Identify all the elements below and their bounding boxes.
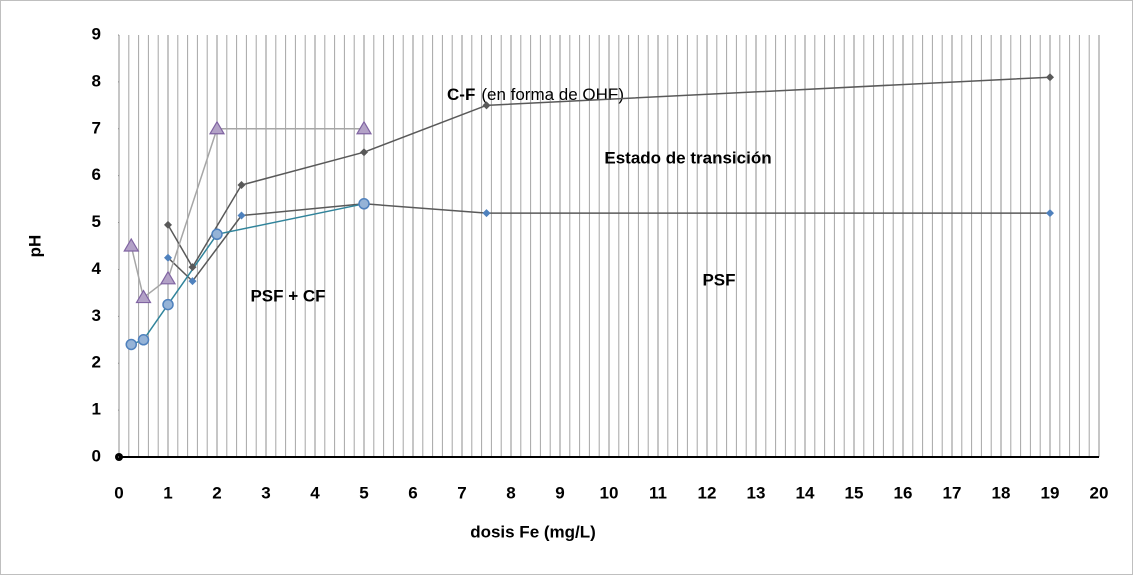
y-tick-label: 8 bbox=[92, 71, 101, 90]
x-tick-label: 17 bbox=[943, 483, 962, 502]
x-tick-label: 20 bbox=[1090, 483, 1109, 502]
marker bbox=[159, 270, 177, 285]
x-tick-label: 13 bbox=[747, 483, 766, 502]
x-tick-label: 15 bbox=[845, 483, 864, 502]
x-tick-label: 11 bbox=[649, 483, 667, 502]
y-tick-label: 1 bbox=[92, 400, 101, 419]
x-tick-label: 7 bbox=[457, 483, 466, 502]
marker bbox=[123, 237, 140, 252]
x-tick-label: 8 bbox=[506, 483, 515, 502]
marker bbox=[360, 148, 368, 157]
grid bbox=[118, 35, 1100, 457]
marker bbox=[135, 289, 152, 304]
y-tick-label: 0 bbox=[92, 446, 101, 465]
x-tick-label: 10 bbox=[600, 483, 619, 502]
x-tick-label: 5 bbox=[359, 483, 368, 502]
x-tick-label: 9 bbox=[555, 483, 564, 502]
x-tick-label: 2 bbox=[212, 483, 221, 502]
x-tick-label: 19 bbox=[1041, 483, 1060, 502]
annotation: PSF bbox=[702, 270, 735, 289]
x-tick-label: 14 bbox=[796, 483, 815, 502]
x-tick-label: 0 bbox=[114, 483, 123, 502]
y-tick-label: 5 bbox=[92, 212, 101, 231]
y-axis-label: pH bbox=[25, 235, 44, 258]
marker bbox=[358, 198, 370, 210]
marker bbox=[1046, 73, 1054, 82]
x-tick-label: 18 bbox=[992, 483, 1011, 502]
y-tick-label: 9 bbox=[92, 24, 101, 43]
marker bbox=[137, 334, 150, 346]
marker bbox=[208, 120, 226, 135]
marker bbox=[164, 253, 172, 262]
y-tick-label: 2 bbox=[92, 353, 101, 372]
marker bbox=[188, 263, 197, 272]
series-line bbox=[167, 76, 1051, 269]
x-tick-label: 4 bbox=[310, 483, 320, 502]
y-tick-label: 4 bbox=[92, 259, 102, 278]
x-tick-label: 12 bbox=[698, 483, 717, 502]
annotation: PSF + CF bbox=[250, 286, 325, 305]
x-tick-label: 6 bbox=[408, 483, 417, 502]
marker bbox=[237, 181, 246, 190]
marker bbox=[188, 277, 197, 286]
marker bbox=[355, 120, 373, 135]
marker bbox=[125, 338, 137, 351]
marker bbox=[237, 211, 246, 220]
annotation: C-F (en forma de OHF) bbox=[447, 85, 624, 104]
annotation-bold: C-F bbox=[447, 85, 475, 104]
marker bbox=[482, 209, 491, 218]
marker bbox=[482, 101, 491, 110]
y-tick-label: 6 bbox=[92, 165, 101, 184]
marker bbox=[1046, 209, 1054, 218]
annotation: Estado de transición bbox=[604, 148, 771, 167]
y-tick-label: 7 bbox=[92, 118, 101, 137]
series-line bbox=[167, 203, 1050, 283]
marker bbox=[211, 228, 223, 241]
x-axis-label: dosis Fe (mg/L) bbox=[470, 522, 596, 541]
x-tick-label: 3 bbox=[261, 483, 270, 502]
marker bbox=[162, 298, 174, 311]
marker bbox=[164, 220, 172, 229]
y-tick-label: 3 bbox=[92, 306, 101, 325]
x-tick-label: 1 bbox=[163, 483, 172, 502]
x-tick-label: 16 bbox=[894, 483, 913, 502]
